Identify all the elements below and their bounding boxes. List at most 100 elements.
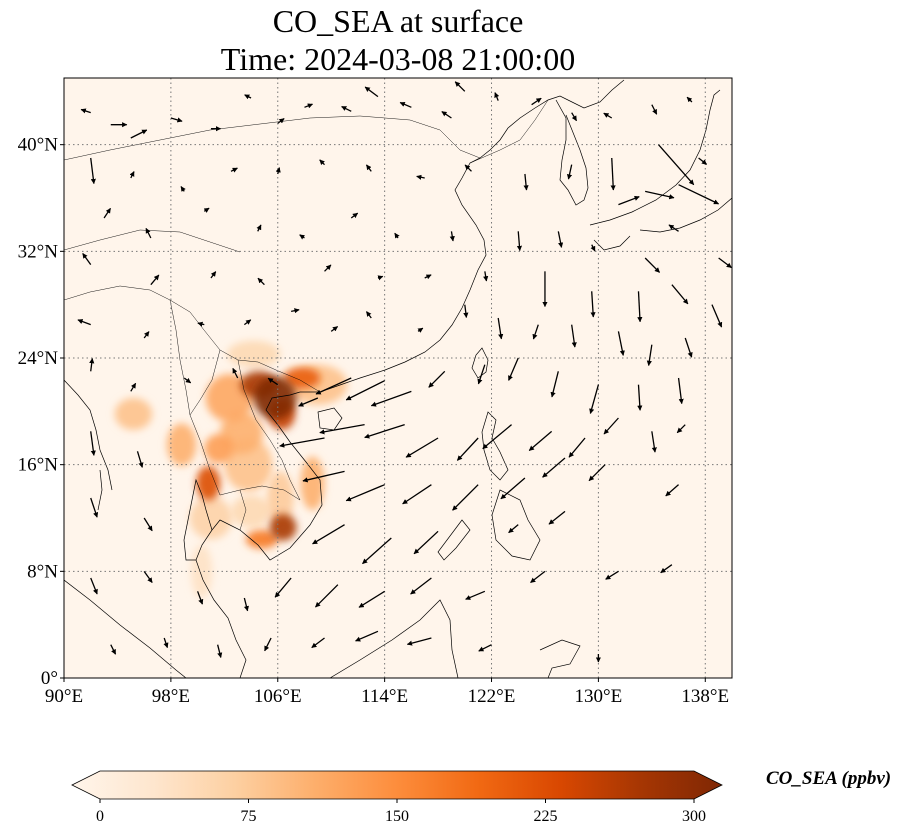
wind-arrow bbox=[355, 630, 379, 642]
wind-arrow bbox=[82, 253, 92, 266]
coast-myanmar-west bbox=[64, 379, 113, 491]
wind-arrow bbox=[588, 464, 606, 482]
wind-arrow bbox=[405, 437, 439, 458]
co-hotspot bbox=[245, 530, 278, 549]
colorbar-bar bbox=[71, 770, 723, 800]
wind-arrow bbox=[494, 92, 500, 101]
wind-arrow bbox=[686, 96, 693, 103]
wind-arrow bbox=[523, 173, 529, 191]
wind-arrow bbox=[183, 377, 192, 384]
wind-arrow bbox=[645, 190, 675, 200]
coast-borneo bbox=[329, 599, 459, 678]
co-hotspot bbox=[189, 496, 233, 540]
wind-arrow bbox=[319, 159, 325, 166]
wind-arrow bbox=[528, 430, 553, 452]
wind-arrow bbox=[279, 437, 325, 448]
colorbar: 0 75 150 225 300 bbox=[71, 770, 723, 825]
map-background bbox=[64, 78, 732, 678]
wind-arrow bbox=[483, 271, 489, 282]
wind-arrow bbox=[516, 231, 523, 252]
x-tick-label: 122°E bbox=[468, 686, 516, 707]
coast-korea bbox=[555, 99, 589, 206]
y-tick-label: 8°N bbox=[27, 561, 58, 582]
wind-arrow bbox=[150, 274, 160, 286]
wind-arrow bbox=[530, 570, 546, 584]
wind-arrow bbox=[590, 291, 596, 318]
x-tick-label: 130°E bbox=[575, 686, 623, 707]
wind-arrow bbox=[90, 577, 98, 595]
co-hotspot bbox=[231, 495, 272, 528]
co-hotspot bbox=[114, 398, 153, 430]
wind-arrow bbox=[243, 319, 252, 326]
wind-arrow bbox=[358, 590, 385, 608]
wind-arrow bbox=[315, 584, 339, 608]
wind-arrow bbox=[298, 397, 319, 407]
wind-arrow bbox=[365, 311, 372, 319]
colorbar-tick-label: 300 bbox=[682, 808, 706, 825]
wind-arrow bbox=[264, 637, 272, 652]
wind-arrow bbox=[170, 117, 183, 123]
wind-arrow bbox=[90, 157, 96, 185]
co-hotspot bbox=[269, 514, 297, 541]
map-gridlines bbox=[64, 78, 732, 678]
wind-arrow bbox=[618, 195, 640, 206]
coast-taiwan bbox=[471, 347, 489, 379]
wind-arrow bbox=[532, 324, 539, 340]
wind-arrow bbox=[136, 451, 144, 468]
y-tick-label: 0° bbox=[41, 668, 58, 689]
wind-arrow bbox=[315, 377, 352, 395]
x-tick-label: 106°E bbox=[254, 686, 302, 707]
coast-gulf-thailand bbox=[183, 478, 213, 561]
wind-arrow bbox=[456, 437, 479, 461]
wind-arrow bbox=[413, 530, 439, 555]
wind-arrow bbox=[129, 171, 135, 179]
wind-arrow bbox=[399, 101, 412, 108]
wind-arrow bbox=[402, 484, 432, 505]
wind-arrow bbox=[454, 81, 466, 92]
x-tick-label: 90°E bbox=[45, 686, 83, 707]
coast-sumatra bbox=[64, 579, 187, 678]
wind-arrow bbox=[668, 224, 679, 232]
wind-arrow bbox=[350, 212, 359, 219]
wind-arrow bbox=[77, 319, 91, 326]
wind-arrow bbox=[417, 327, 424, 333]
wind-arrow bbox=[130, 129, 148, 139]
wind-arrow bbox=[365, 164, 372, 172]
wind-arrow bbox=[482, 424, 512, 450]
wind-arrow bbox=[406, 637, 432, 646]
co-hotspot bbox=[190, 544, 213, 598]
x-tick-label: 114°E bbox=[361, 686, 408, 707]
wind-arrow bbox=[658, 144, 695, 186]
wind-arrow bbox=[410, 577, 432, 595]
map-frame bbox=[63, 77, 733, 679]
wind-arrow bbox=[312, 524, 345, 545]
wind-arrow bbox=[130, 382, 137, 392]
wind-arrow bbox=[89, 358, 95, 372]
wind-arrow bbox=[548, 510, 566, 525]
wind-arrow bbox=[665, 484, 679, 497]
wind-arrow bbox=[478, 644, 492, 652]
wind-arrow bbox=[590, 244, 596, 252]
wind-arrow bbox=[452, 484, 479, 511]
wind-arrow bbox=[550, 371, 559, 398]
wind-arrow bbox=[568, 437, 586, 458]
wind-arrow bbox=[477, 364, 486, 385]
wind-arrow bbox=[441, 111, 452, 119]
wind-arrow bbox=[508, 357, 519, 381]
wind-arrow bbox=[370, 390, 412, 407]
wind-arrow bbox=[103, 207, 112, 219]
wind-arrow bbox=[617, 331, 625, 356]
co-hotspot bbox=[283, 367, 321, 389]
wind-arrow bbox=[671, 284, 689, 305]
wind-arrow bbox=[644, 257, 661, 273]
wind-arrow bbox=[299, 234, 306, 240]
colorbar-tick-label: 0 bbox=[96, 808, 104, 825]
wind-arrow bbox=[275, 167, 281, 175]
axis-ticks: 90°E 98°E 106°E 114°E 122°E 130°E 138°E 0° 8°N 16… bbox=[18, 135, 729, 707]
wind-arrow bbox=[637, 291, 643, 323]
co-hotspot bbox=[204, 434, 234, 464]
wind-arrow bbox=[603, 417, 619, 435]
wind-arrow bbox=[465, 590, 486, 600]
wind-arrow bbox=[277, 118, 285, 124]
wind-arrow bbox=[143, 331, 150, 339]
